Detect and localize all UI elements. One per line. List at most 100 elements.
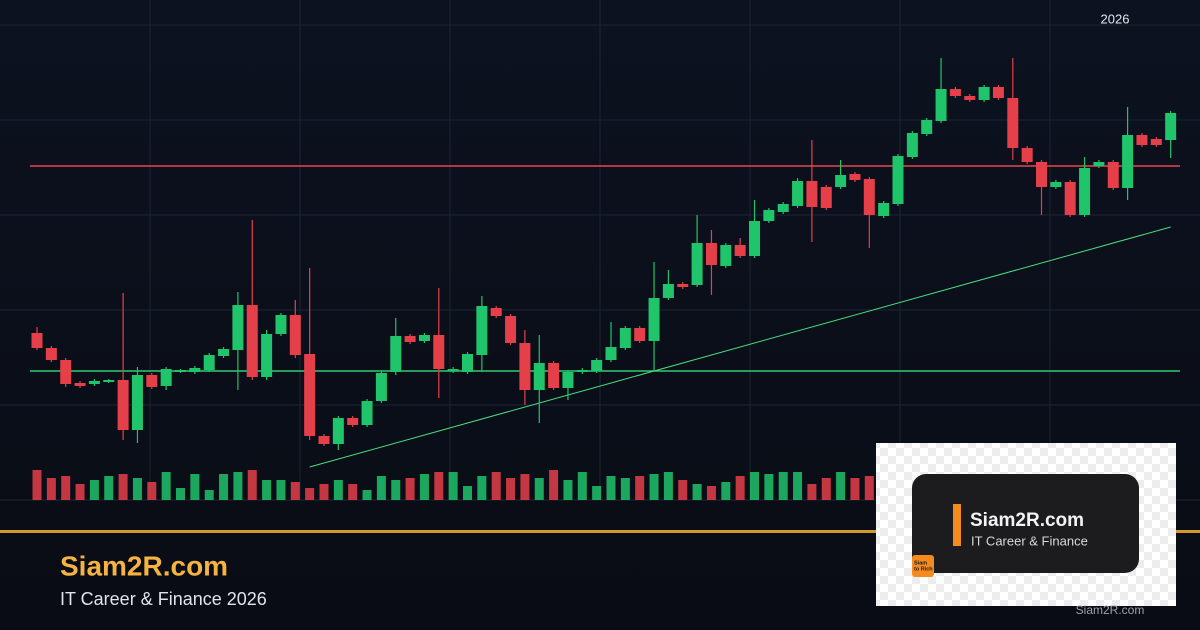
candle-body: [347, 418, 359, 425]
volume-bar: [735, 476, 745, 500]
brand-subtitle: IT Career & Finance 2026: [60, 589, 267, 609]
candle-body: [31, 333, 43, 348]
candle-body: [849, 174, 861, 180]
candle-body: [404, 336, 416, 342]
candle-body: [447, 369, 459, 371]
volume-bar: [778, 472, 788, 500]
volume-bar: [75, 484, 85, 500]
volume-bar: [463, 486, 472, 500]
volume-bar: [620, 478, 630, 500]
volume-bar: [419, 474, 429, 500]
candle-body: [863, 179, 875, 215]
candle-body: [375, 373, 387, 401]
candle-body: [88, 381, 100, 384]
candle-body: [261, 334, 273, 377]
volume-bar: [132, 478, 142, 500]
year-label: 2026: [1101, 11, 1130, 26]
footer: Siam2R.com: [1076, 603, 1145, 617]
volume-bar: [807, 484, 817, 500]
card: [912, 474, 1139, 573]
candle-body: [1122, 135, 1134, 188]
volume-bar: [606, 476, 616, 500]
volume-bar: [262, 480, 272, 500]
volume-bar: [477, 476, 487, 500]
volume-bar: [405, 478, 415, 500]
volume-bar: [104, 476, 114, 500]
candle-body: [1165, 113, 1177, 140]
candle-body: [892, 156, 904, 204]
volume-bar: [649, 474, 659, 500]
candle-body: [131, 375, 143, 430]
volume-bar: [190, 474, 200, 500]
candle-body: [792, 181, 804, 206]
volume-bar: [176, 488, 185, 500]
volume-bar: [836, 472, 846, 500]
volume-bar: [348, 484, 358, 500]
candle-body: [304, 354, 316, 436]
candle-body: [418, 335, 430, 341]
candle-body: [246, 305, 258, 377]
candle-body: [820, 187, 832, 208]
brand-title: Siam2R.com: [60, 550, 228, 581]
logo-line: Siam: [914, 560, 927, 566]
candle-body: [74, 383, 86, 386]
volume-bar: [233, 472, 243, 500]
candle-body: [519, 343, 531, 390]
candle-body: [964, 96, 976, 100]
candle-body: [662, 284, 674, 298]
volume-bar: [850, 478, 860, 500]
candle-body: [777, 204, 789, 212]
candle-body: [677, 284, 689, 287]
volume-bar: [793, 472, 803, 500]
candle-body: [591, 360, 603, 371]
candle-body: [462, 354, 473, 372]
volume-bar: [333, 480, 343, 500]
volume-bar: [391, 480, 401, 500]
volume-bar: [577, 472, 587, 500]
candle-body: [978, 87, 990, 100]
candle-body: [634, 328, 646, 341]
candle-body: [189, 368, 201, 372]
candle-body: [433, 335, 445, 369]
candle-body: [734, 245, 746, 256]
candle-body: [1036, 162, 1047, 187]
volume-bar: [204, 490, 214, 500]
logo-line: to Rich: [914, 566, 933, 572]
candle-body: [548, 363, 560, 388]
candle-body: [505, 316, 517, 343]
volume-bar: [635, 476, 645, 500]
candle-body: [992, 87, 1004, 98]
candle-body: [1150, 139, 1162, 145]
candle-body: [576, 370, 588, 372]
candle-body: [1064, 182, 1076, 215]
candle-body: [705, 243, 717, 265]
candle-body: [275, 315, 287, 334]
candle-body: [648, 298, 660, 341]
volume-bar: [290, 482, 300, 500]
volume-bar: [506, 478, 516, 500]
candle-body: [906, 133, 918, 157]
candle-body: [146, 375, 158, 387]
candle-body: [318, 436, 330, 444]
candle-body: [103, 380, 115, 382]
candle-body: [1007, 98, 1019, 148]
candle-body: [806, 181, 818, 207]
volume-bar: [319, 484, 329, 500]
volume-bar: [376, 476, 386, 500]
candle-body: [691, 243, 703, 285]
candle-body: [160, 369, 172, 386]
volume-bar: [864, 476, 874, 500]
volume-bar: [491, 472, 501, 500]
candle-body: [289, 315, 301, 355]
volume-bar: [706, 486, 716, 500]
divider: [0, 530, 1200, 533]
volume-bar: [118, 474, 128, 500]
candle-body: [232, 305, 244, 350]
candle-body: [476, 306, 488, 355]
candle-body: [763, 210, 775, 221]
volume-bar: [692, 484, 702, 500]
volume-bar: [247, 470, 257, 500]
volume-bar: [563, 480, 573, 500]
candle-body: [218, 349, 230, 356]
